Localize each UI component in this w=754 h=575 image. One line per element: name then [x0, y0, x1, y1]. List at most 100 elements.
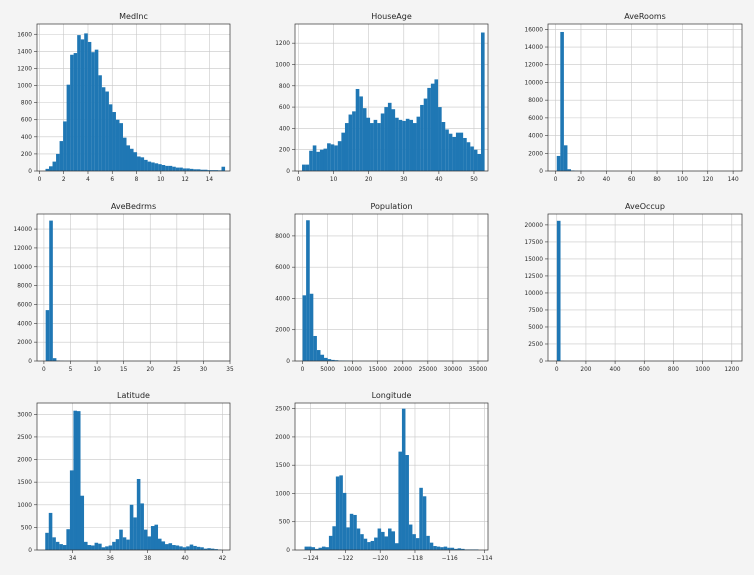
histogram-bar: [168, 165, 173, 171]
y-tick-label: 0: [286, 359, 290, 365]
histogram-bar: [321, 546, 326, 550]
x-tick-label: 600: [639, 367, 650, 373]
y-tick-label: 5000: [528, 325, 543, 331]
histogram-bar: [450, 547, 455, 550]
histogram-bar: [335, 476, 340, 550]
histogram-bar: [324, 357, 328, 361]
histogram-bar: [367, 542, 371, 550]
histogram-bar: [377, 528, 382, 550]
histogram-bar: [91, 52, 95, 171]
y-tick-label: 12500: [525, 274, 544, 280]
histogram-bar: [157, 538, 162, 550]
histogram-bar: [80, 495, 85, 550]
histogram-bar: [327, 359, 332, 361]
histogram-bar: [560, 31, 564, 171]
subplot-longitude: −124 −122 −120 −118 −116 −114 0 500 1000 1500 2000…: [275, 391, 493, 562]
histogram-bar: [433, 546, 437, 550]
x-tick-label: 0: [297, 177, 301, 183]
y-tick-label: 10000: [14, 265, 33, 271]
histogram-bar: [352, 111, 356, 171]
histogram-bar: [412, 534, 416, 550]
histogram-bar: [87, 41, 92, 171]
x-tick-label: 100: [677, 177, 688, 183]
histogram-bar: [415, 538, 420, 550]
x-tick-label: 20: [577, 177, 585, 183]
histogram-bar: [355, 88, 360, 171]
x-tick-label: 40: [181, 556, 189, 562]
histogram-bar: [344, 123, 349, 171]
histogram-bar: [346, 527, 350, 550]
y-tick-label: 1000: [275, 62, 290, 68]
x-tick-label: 34: [69, 556, 77, 562]
histogram-bar: [398, 451, 402, 550]
histogram-bar: [391, 109, 396, 171]
histogram-bar: [334, 145, 338, 171]
histogram-bar: [108, 545, 113, 550]
histogram-bar: [186, 546, 190, 550]
bars: [45, 410, 222, 550]
histogram-bar: [203, 169, 208, 171]
histogram-bar: [429, 542, 434, 550]
histogram-bar: [140, 503, 144, 550]
y-tick-label: 500: [279, 520, 290, 526]
x-tick-label: 15000: [368, 367, 387, 373]
histogram-bar: [179, 546, 183, 550]
y-tick-label: 8000: [528, 98, 543, 104]
x-tick-label: 800: [668, 367, 679, 373]
y-tick-label: 8000: [17, 284, 32, 290]
bars: [45, 33, 226, 172]
y-tick-label: 2000: [275, 435, 290, 441]
histogram-bar: [210, 170, 215, 171]
x-tick-label: 38: [144, 556, 152, 562]
x-tick-label: 0: [38, 177, 42, 183]
x-tick-label: 50: [470, 177, 478, 183]
histogram-bar: [318, 547, 323, 550]
subplot-title: Longitude: [372, 391, 412, 400]
axes-frame: [294, 23, 489, 172]
y-tick-label: 1600: [17, 32, 32, 38]
x-tick-label: 20: [365, 177, 373, 183]
axes-frame: [547, 23, 743, 172]
histogram-bar: [105, 546, 109, 550]
histogram-bar: [126, 145, 131, 171]
y-tick-label: 0: [28, 548, 32, 554]
histogram-bar: [563, 145, 568, 171]
y-tick-label: 4000: [17, 321, 32, 327]
histogram-bar: [200, 547, 204, 550]
histogram-bar: [313, 335, 317, 361]
histogram-bar: [172, 545, 176, 550]
y-tick-label: 0: [28, 169, 32, 175]
histogram-bar: [441, 122, 446, 171]
y-tick-label: 1000: [275, 491, 290, 497]
axes-frame: [36, 23, 231, 172]
y-tick-label: 4000: [275, 296, 290, 302]
histogram-bar: [356, 528, 361, 550]
histogram-bar: [309, 293, 314, 361]
histogram-bar: [207, 548, 211, 550]
histogram-bar: [384, 107, 388, 171]
subplot-title: AveOccup: [625, 202, 665, 211]
histogram-bar: [312, 145, 317, 171]
histogram-bar: [362, 108, 367, 171]
y-tick-label: 0: [286, 169, 290, 175]
y-tick-label: 1000: [17, 503, 32, 509]
histogram-bar: [436, 546, 441, 550]
histogram-bar: [129, 148, 134, 171]
plot-area: [37, 214, 230, 361]
histogram-bar: [443, 546, 448, 550]
x-tick-label: 140: [728, 177, 739, 183]
histogram-bar: [445, 129, 449, 171]
histogram-bar: [370, 540, 375, 550]
histogram-bar: [316, 350, 321, 361]
histogram-bar: [161, 541, 166, 550]
plot-area: [295, 403, 488, 550]
x-tick-label: 36: [106, 556, 114, 562]
histogram-bar: [137, 156, 141, 171]
y-tick-label: 0: [286, 548, 290, 554]
histogram-bar: [196, 169, 201, 171]
x-tick-label: 40: [603, 177, 611, 183]
histogram-bar: [151, 162, 155, 171]
y-tick-label: 17500: [525, 240, 544, 246]
histogram-bar: [179, 167, 183, 171]
y-tick-label: 6000: [275, 265, 290, 271]
